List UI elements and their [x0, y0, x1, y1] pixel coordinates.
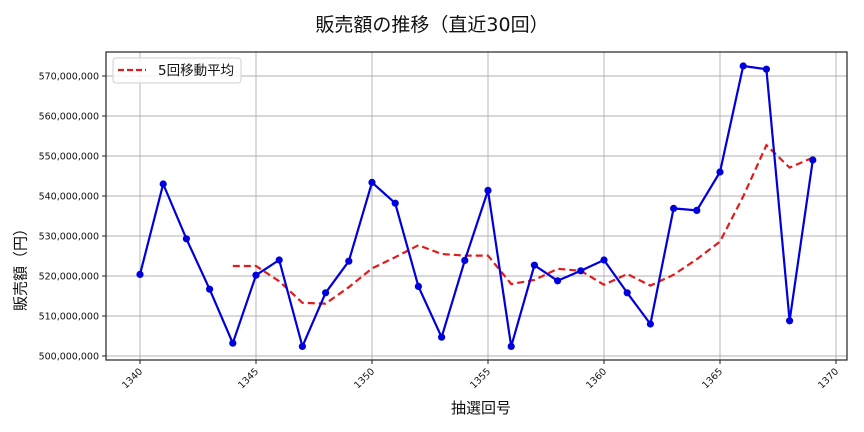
y-tick-label: 570,000,000	[39, 72, 99, 83]
data-point-marker	[391, 199, 399, 207]
data-point-marker	[252, 271, 260, 279]
data-point-marker	[159, 180, 167, 188]
x-tick-label: 1370	[816, 366, 841, 391]
x-axis-ticks: 1340 1345 1350 1355 1360 1365 1370	[120, 360, 841, 391]
data-point-marker	[530, 261, 539, 269]
data-point-marker	[577, 267, 585, 275]
x-tick-label: 1355	[468, 366, 493, 391]
data-point-marker	[229, 339, 237, 347]
data-point-marker	[786, 317, 794, 325]
data-point-marker	[693, 206, 701, 214]
legend-box	[112, 57, 242, 84]
y-tick-label: 550,000,000	[39, 152, 99, 163]
y-tick-label: 540,000,000	[39, 192, 99, 203]
chart-title: 販売額の推移（直近30回）	[315, 14, 549, 36]
data-point-marker	[182, 235, 190, 243]
data-point-marker	[484, 186, 492, 194]
legend-label-moving-average: 5回移動平均	[158, 63, 234, 79]
plot-frame	[105, 51, 848, 361]
sales-polyline	[138, 64, 814, 348]
y-axis-ticks: 500,000,000 510,000,000 520,000,000 530,000…	[39, 72, 106, 363]
x-tick-label: 1365	[700, 366, 725, 391]
data-point-marker	[646, 320, 655, 328]
x-axis-label: 抽選回号	[450, 399, 511, 417]
data-point-marker	[809, 156, 817, 164]
data-point-marker	[298, 342, 306, 350]
y-axis-label: 販売額（円）	[10, 221, 31, 311]
x-tick-label: 1350	[352, 366, 377, 391]
data-point-marker	[716, 168, 724, 176]
data-point-marker	[670, 204, 678, 212]
data-point-marker	[206, 285, 214, 293]
data-point-marker	[322, 289, 330, 297]
data-point-marker	[623, 289, 631, 297]
x-tick-label: 1360	[584, 366, 609, 391]
data-point-marker	[600, 256, 608, 264]
data-point-marker	[461, 256, 469, 264]
data-point-marker	[136, 270, 144, 278]
data-point-marker	[345, 257, 353, 265]
data-point-marker	[275, 256, 283, 264]
data-point-marker	[554, 277, 562, 285]
y-tick-label: 510,000,000	[39, 312, 99, 323]
y-tick-label: 520,000,000	[39, 272, 99, 283]
legend: 5回移動平均	[112, 57, 242, 84]
data-point-marker	[762, 65, 771, 73]
moving-average-polyline	[232, 143, 814, 305]
y-tick-label: 500,000,000	[39, 352, 99, 363]
y-tick-label: 560,000,000	[39, 112, 99, 123]
y-tick-label: 530,000,000	[39, 232, 99, 243]
data-point-marker	[414, 282, 422, 290]
y-axis-label-text: 販売額（円）	[11, 220, 30, 311]
data-point-marker	[368, 178, 376, 186]
data-point-marker	[739, 62, 747, 70]
data-point-marker	[507, 342, 515, 350]
moving-average-line	[232, 143, 814, 305]
x-tick-label: 1340	[120, 366, 145, 391]
data-point-marker	[438, 333, 446, 341]
x-tick-label: 1345	[236, 366, 261, 391]
sales-line	[136, 62, 817, 350]
